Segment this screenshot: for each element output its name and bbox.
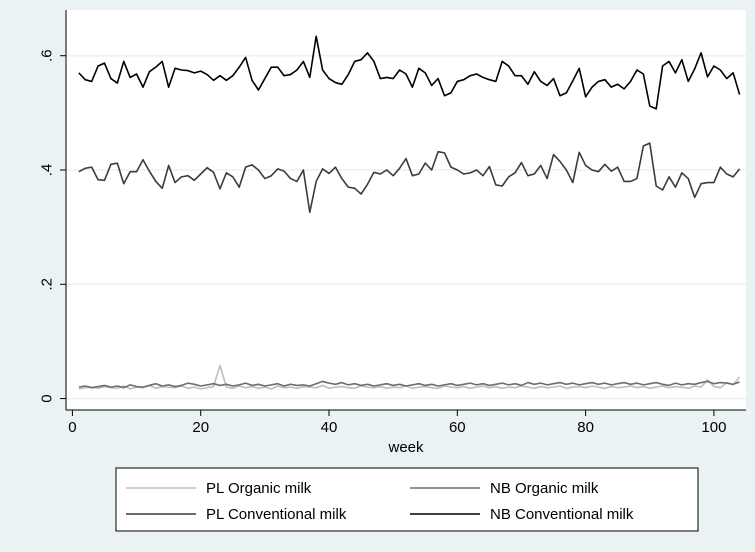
series-line-nb-organic-milk — [78, 380, 740, 389]
series-line-pl-conventional-milk — [78, 142, 741, 214]
x-axis-title: week — [387, 439, 424, 456]
y-axis-ticks: 0 .2 .4 .6 — [38, 49, 66, 403]
series-line-pl-organic-milk — [78, 364, 741, 390]
x-tick-label: 0 — [68, 419, 76, 436]
legend-label: NB Conventional milk — [490, 506, 634, 523]
y-tick-label: .2 — [38, 278, 55, 291]
legend-items: PL Organic milk NB Organic milk PL Convent… — [126, 480, 634, 523]
y-tick-label: .6 — [38, 49, 55, 62]
legend-box — [115, 467, 699, 532]
y-tick-label: .4 — [38, 164, 55, 177]
x-axis-ticks: 0 20 40 60 80 100 — [68, 410, 726, 436]
legend-label: PL Conventional milk — [206, 506, 347, 523]
y-tick-label: 0 — [38, 394, 55, 402]
plot-area — [66, 10, 746, 410]
x-tick-label: 20 — [192, 419, 209, 436]
series-line-nb-conventional-milk — [78, 35, 741, 110]
x-tick-label: 100 — [701, 419, 726, 436]
x-tick-label: 40 — [321, 419, 338, 436]
gridlines — [66, 54, 746, 400]
legend-label: PL Organic milk — [206, 480, 312, 497]
x-tick-label: 80 — [577, 419, 594, 436]
x-tick-label: 60 — [449, 419, 466, 436]
legend-label: NB Organic milk — [490, 480, 599, 497]
legend: PL Organic milk NB Organic milk PL Convent… — [115, 467, 699, 532]
series-layer — [78, 35, 741, 390]
